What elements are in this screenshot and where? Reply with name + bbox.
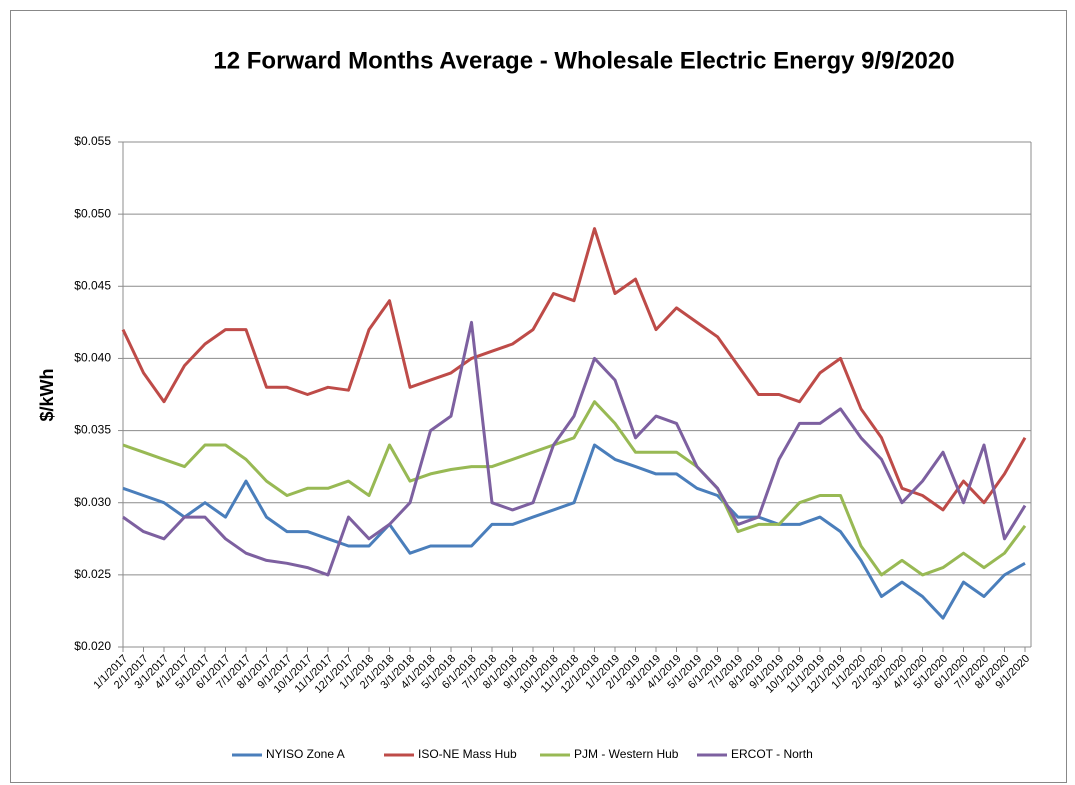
y-tick-label: $0.055 [74, 134, 111, 148]
series-line [122, 400, 1027, 577]
y-axis-label: $/kWh [37, 368, 57, 421]
y-tick-label: $0.025 [74, 567, 111, 581]
series-line [122, 443, 1026, 620]
y-tick-label: $0.050 [74, 206, 111, 220]
chart-title: 12 Forward Months Average - Wholesale El… [213, 47, 954, 74]
chart-border [10, 10, 1067, 783]
y-tick-label: $0.045 [74, 278, 111, 292]
legend-label: PJM - Western Hub [574, 747, 679, 761]
y-tick-label: $0.030 [74, 495, 111, 509]
series-line [122, 320, 1027, 577]
y-tick-label: $0.040 [74, 351, 111, 365]
legend-label: ISO-NE Mass Hub [418, 747, 517, 761]
series-line [121, 227, 1027, 512]
legend-label: ERCOT - North [731, 747, 813, 761]
y-tick-label: $0.020 [74, 639, 111, 653]
y-tick-label: $0.035 [74, 423, 111, 437]
legend-label: NYISO Zone A [266, 747, 345, 761]
